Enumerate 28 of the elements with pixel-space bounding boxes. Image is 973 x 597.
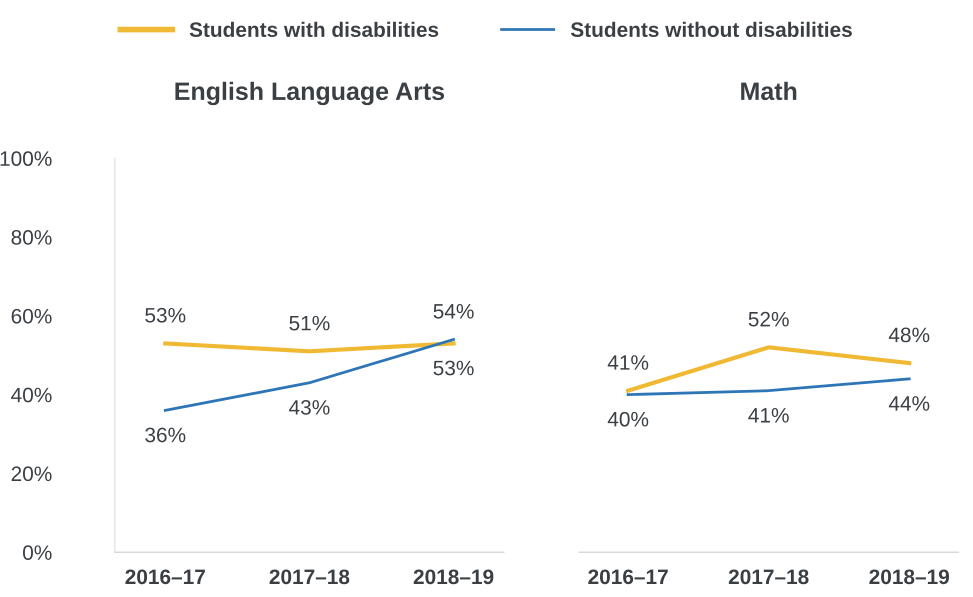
chart-title: English Language Arts	[175, 82, 444, 106]
y-tick-label: 40%	[11, 388, 52, 402]
data-label: 41%	[748, 408, 789, 423]
x-tick-label: 2017–18	[728, 569, 809, 584]
x-tick-label: 2018–19	[414, 569, 494, 584]
x-tick-label: 2017–18	[270, 569, 350, 584]
data-label: 54%	[434, 304, 474, 319]
data-label: 36%	[145, 428, 186, 442]
y-tick-label: 0%	[23, 545, 52, 560]
x-tick-label: 2018–19	[869, 569, 949, 584]
data-label: 43%	[289, 400, 330, 415]
y-tick-label: 80%	[12, 230, 52, 245]
x-tick-label: 2016–17	[125, 569, 205, 584]
data-label: 41%	[608, 355, 648, 370]
y-tick-label: 100%	[0, 151, 52, 166]
y-tick-label: 20%	[12, 466, 52, 482]
data-label: 52%	[748, 312, 789, 327]
data-label: 53%	[145, 308, 186, 323]
data-label: 40%	[608, 412, 648, 427]
x-tick-label: 2016–17	[588, 569, 668, 584]
data-label: 51%	[289, 316, 330, 330]
legend-label: Students without disabilities	[570, 22, 852, 38]
data-label: 53%	[434, 360, 474, 376]
y-tick-label: 60%	[12, 308, 52, 324]
data-label: 44%	[888, 396, 930, 411]
data-label: 48%	[888, 328, 930, 342]
legend-label: Students with disabilities	[190, 22, 438, 38]
chart-title: Math	[741, 82, 796, 100]
